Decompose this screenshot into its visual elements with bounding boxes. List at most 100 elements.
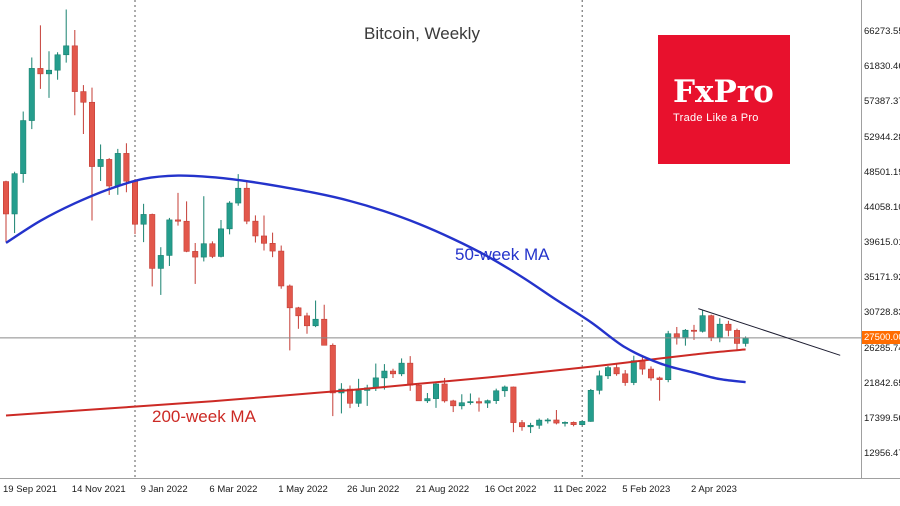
price-tick: 39615.01 (864, 237, 900, 248)
candle-body (45, 69, 52, 75)
candle-body (604, 367, 611, 377)
price-tick: 17399.56 (864, 412, 900, 424)
candle-body (54, 54, 61, 71)
time-tick: 26 Jun 2022 (347, 484, 400, 495)
candle-body (484, 400, 491, 404)
candle-body (295, 307, 302, 317)
price-tick: 66273.55 (864, 25, 900, 37)
candle-body (690, 329, 697, 332)
time-axis[interactable]: 19 Sep 2021 14 Nov 2021 9 Jan 2022 6 Mar 20… (0, 478, 900, 506)
candle-body (243, 187, 250, 222)
candle-body (89, 101, 96, 167)
candle-body (639, 360, 646, 370)
candle-body (613, 367, 620, 375)
time-tick: 2 Apr 2023 (691, 484, 737, 495)
candle-body (200, 243, 207, 258)
candle-body (656, 377, 663, 380)
candle-body (269, 243, 276, 252)
candle-body (493, 390, 500, 401)
candle-body (407, 362, 414, 386)
price-tick: 26285.74 (864, 342, 900, 354)
candle-body (175, 219, 182, 222)
candle-body (467, 401, 474, 404)
candle-body (510, 386, 517, 423)
current-price-badge: 27500.00 (862, 331, 900, 345)
candle-body (28, 68, 35, 121)
price-tick: 35171.92 (864, 272, 900, 284)
candle-body (450, 400, 457, 407)
candle-body (192, 251, 199, 258)
candle-body (647, 368, 654, 379)
price-tick: 21842.65 (864, 377, 900, 389)
price-tick: 52944.28 (864, 131, 900, 143)
candle-body (329, 344, 336, 394)
candle-body (544, 419, 551, 422)
price-tick: 48501.19 (864, 166, 900, 178)
candle-body (149, 214, 156, 269)
candle-body (527, 424, 534, 428)
time-tick: 16 Oct 2022 (484, 484, 537, 495)
candle-body (166, 219, 173, 256)
price-tick: 12956.47 (864, 448, 900, 460)
candle-body (252, 220, 259, 237)
candlestick-chart[interactable]: Bitcoin, Weekly 50-week MA 200-week MA F… (0, 0, 861, 478)
trendline (698, 308, 841, 356)
candle-body (389, 370, 396, 375)
candle-body (218, 228, 225, 257)
candle-body (355, 390, 362, 404)
candle-body (20, 120, 27, 174)
candle-body (553, 419, 560, 424)
candle-body (132, 180, 139, 225)
candle-body (587, 389, 594, 422)
candle-body (11, 173, 18, 215)
candle-body (570, 422, 577, 425)
time-tick: 5 Feb 2023 (622, 484, 671, 495)
candle-body (235, 187, 242, 204)
ma200-line (5, 348, 746, 417)
fxpro-logo: FxPro Trade Like a Pro (658, 35, 790, 164)
candle-body (536, 419, 543, 426)
candle-body (415, 384, 422, 402)
candle-body (622, 373, 629, 383)
price-axis[interactable]: 66273.55 61830.46 57387.37 52944.28 48501.19… (861, 0, 900, 478)
time-tick: 1 May 2022 (278, 484, 328, 495)
candle-body (596, 375, 603, 391)
candle-body (63, 45, 70, 56)
candle-body (183, 220, 190, 252)
candle-body (209, 243, 216, 257)
candle-body (432, 383, 439, 399)
candle-body (321, 318, 328, 346)
chart-title: Bitcoin, Weekly (364, 24, 480, 43)
price-tick: 44058.10 (864, 201, 900, 213)
time-tick: 11 Dec 2022 (553, 484, 607, 495)
time-tick: 6 Mar 2022 (209, 484, 258, 495)
candle-body (725, 323, 732, 331)
candle-body (140, 214, 147, 225)
price-tick: 57387.37 (864, 96, 900, 108)
candle-body (398, 362, 405, 375)
price-tick: 61830.46 (864, 61, 900, 73)
candle-body (475, 401, 482, 404)
time-tick: 9 Jan 2022 (140, 484, 188, 495)
fxpro-logo-text: FxPro (673, 74, 774, 110)
candle-body (518, 422, 525, 428)
candle-body (106, 159, 113, 187)
chart-canvas[interactable] (0, 0, 861, 478)
candle-body (114, 153, 121, 187)
fxpro-tagline: Trade Like a Pro (673, 112, 759, 125)
candle-body (123, 153, 130, 182)
candle-body (424, 398, 431, 402)
candle-body (278, 250, 285, 287)
candle-body (71, 45, 78, 92)
candle-body (80, 91, 87, 103)
candle-body (303, 315, 310, 327)
candle-body (286, 285, 293, 309)
candle-body (579, 421, 586, 425)
candle-body (699, 315, 706, 332)
ma50-label: 50-week MA (455, 245, 550, 264)
candle-body (2, 181, 10, 215)
time-tick: 14 Nov 2021 (71, 484, 126, 495)
candle-body (708, 315, 715, 338)
candle-body (501, 386, 508, 392)
